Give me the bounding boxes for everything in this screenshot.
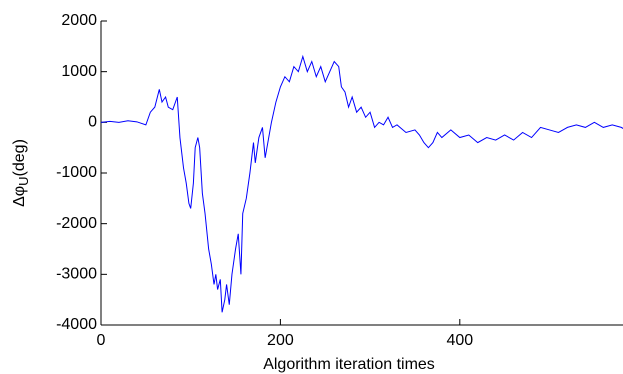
x-tick-label: 200 (267, 332, 294, 349)
y-tick-label: 1000 (61, 63, 97, 80)
y-axis-label: ΔφU(deg) (11, 139, 31, 207)
y-tick-label: -4000 (56, 316, 97, 333)
y-label-unit: (deg) (11, 139, 28, 176)
data-line (100, 54, 623, 313)
y-tick-label: -3000 (56, 266, 97, 283)
x-tick-label: 0 (97, 332, 106, 349)
y-tick-label: -2000 (56, 215, 97, 232)
y-tick-label: -1000 (56, 164, 97, 181)
y-tick-label: 0 (88, 114, 97, 131)
y-label-sub: U (16, 176, 31, 185)
x-tick-label: 400 (446, 332, 473, 349)
y-tick-label: 2000 (61, 12, 97, 29)
y-label-main: Δφ (11, 186, 28, 207)
x-axis-label: Algorithm iteration times (263, 356, 435, 373)
